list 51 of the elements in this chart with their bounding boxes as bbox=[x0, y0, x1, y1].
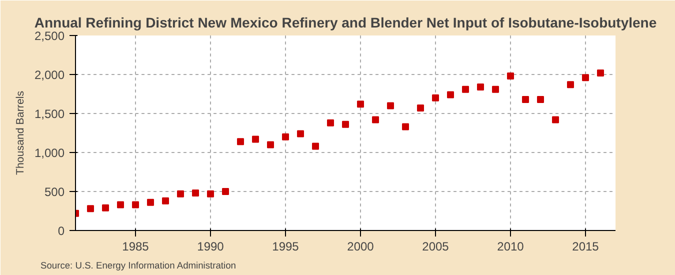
x-tick-label: 2000 bbox=[347, 240, 374, 254]
point bbox=[147, 198, 154, 206]
point bbox=[402, 123, 409, 130]
point bbox=[462, 86, 469, 93]
point bbox=[207, 190, 214, 198]
point bbox=[282, 133, 289, 140]
point bbox=[177, 190, 184, 198]
chart-title: Annual Refining District New Mexico Refinery and Blender Net Input of Isobutane-Isobutylene bbox=[34, 14, 657, 30]
point bbox=[102, 204, 109, 212]
point bbox=[162, 197, 169, 204]
x-tick-label: 1985 bbox=[122, 240, 150, 254]
y-tick-label: 1,500 bbox=[34, 107, 65, 121]
point bbox=[117, 201, 124, 208]
point bbox=[267, 141, 274, 148]
point bbox=[567, 81, 574, 88]
y-tick-label: 500 bbox=[44, 185, 65, 199]
source-note: Source: U.S. Energy Information Administration bbox=[40, 260, 236, 270]
point bbox=[417, 104, 424, 112]
y-tick-label: 1,000 bbox=[34, 146, 65, 160]
point bbox=[387, 102, 394, 110]
x-tick-label: 1995 bbox=[272, 240, 300, 254]
x-tick-label: 1990 bbox=[197, 240, 224, 254]
point bbox=[327, 119, 334, 126]
point bbox=[552, 116, 559, 124]
point bbox=[237, 138, 244, 146]
point bbox=[222, 188, 229, 195]
point bbox=[477, 83, 484, 90]
y-tick-label: 2,500 bbox=[34, 29, 65, 43]
x-tick-label: 2010 bbox=[497, 240, 524, 254]
point bbox=[312, 142, 319, 150]
y-tick-label: 2,000 bbox=[34, 68, 65, 82]
y-tick-label: 0 bbox=[58, 224, 65, 238]
point bbox=[192, 190, 199, 197]
point bbox=[522, 96, 529, 103]
point bbox=[357, 100, 364, 108]
point bbox=[87, 205, 94, 212]
x-tick-label: 2005 bbox=[422, 240, 450, 254]
point bbox=[372, 116, 379, 124]
point bbox=[597, 69, 604, 76]
point bbox=[537, 96, 544, 103]
point bbox=[492, 86, 499, 93]
point bbox=[432, 94, 439, 102]
y-axis-title: Thousand Barrels bbox=[14, 90, 26, 176]
point bbox=[582, 74, 589, 82]
point bbox=[252, 136, 259, 143]
point bbox=[132, 201, 139, 208]
point bbox=[342, 120, 349, 128]
point bbox=[507, 72, 514, 80]
point bbox=[447, 91, 454, 98]
x-tick-label: 2015 bbox=[572, 240, 600, 254]
point bbox=[297, 130, 304, 138]
